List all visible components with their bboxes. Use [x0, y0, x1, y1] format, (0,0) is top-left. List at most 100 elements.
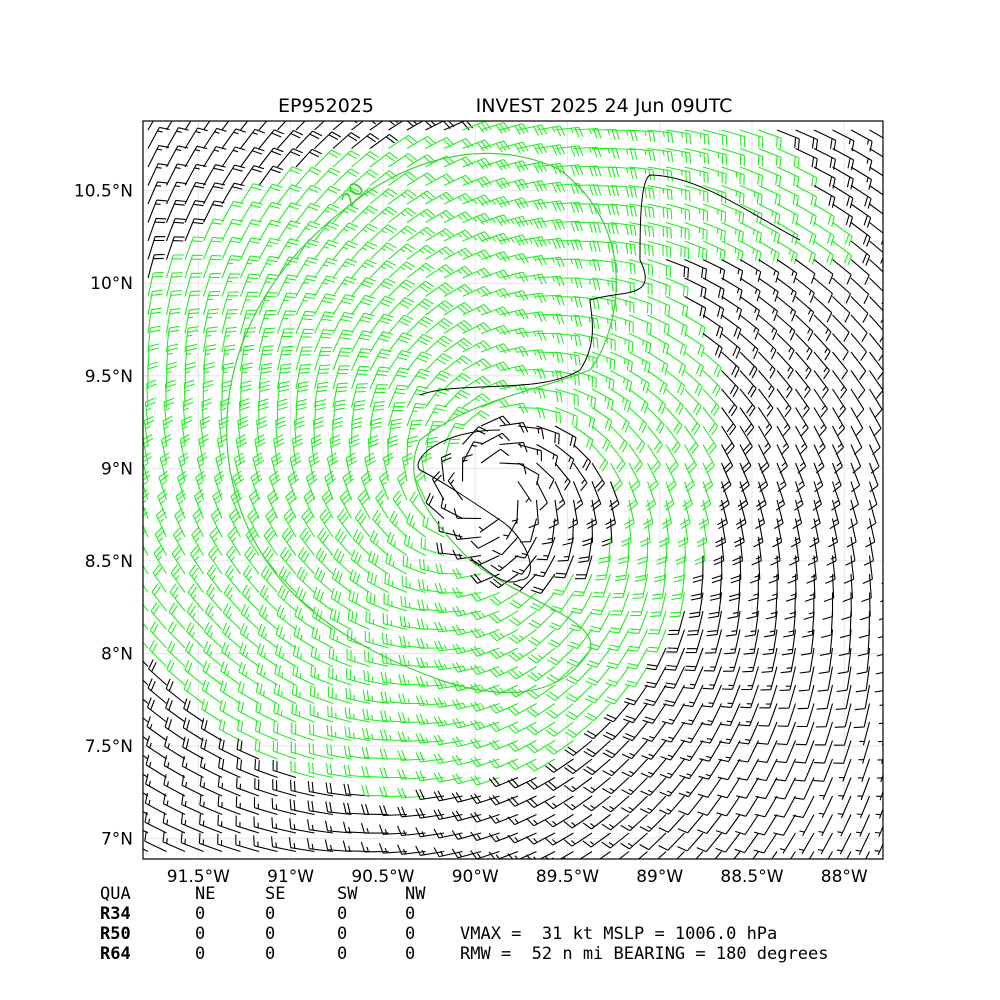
wind-barb	[314, 293, 337, 316]
wind-barb	[725, 610, 741, 637]
wind-barb	[758, 277, 779, 302]
wind-barb	[295, 346, 313, 371]
wind-barb	[326, 724, 352, 742]
wind-barb	[628, 258, 654, 276]
wind-barb	[798, 832, 815, 855]
wind-barb	[405, 512, 426, 538]
wind-barb	[696, 518, 708, 548]
wind-barb	[258, 183, 283, 205]
wind-barb	[425, 228, 455, 242]
wind-barb	[347, 609, 371, 631]
wind-barb	[548, 610, 574, 631]
wind-barb	[276, 398, 288, 426]
wind-barb	[813, 203, 835, 227]
wind-barb	[758, 185, 781, 206]
table-cell: 0	[337, 904, 347, 924]
wind-barb	[144, 811, 167, 834]
wind-barb	[425, 246, 455, 260]
wind-barb	[357, 489, 371, 519]
wind-barb	[221, 182, 245, 205]
wind-barb	[143, 470, 151, 501]
wind-barb	[628, 240, 654, 257]
wind-barb	[499, 441, 528, 453]
wind-barb	[345, 452, 358, 482]
table-header: SE	[265, 884, 285, 904]
wind-barb	[783, 610, 797, 638]
wind-barb	[684, 203, 708, 222]
wind-barb	[470, 811, 500, 823]
wind-barb	[147, 361, 159, 390]
wind-barb	[795, 370, 811, 399]
wind-barb	[775, 740, 797, 764]
wind-barb	[819, 629, 834, 656]
wind-barb	[346, 648, 371, 668]
table-cell: 0	[265, 924, 275, 944]
wind-barb	[753, 518, 764, 548]
wind-barb	[499, 422, 529, 433]
wind-barb	[601, 832, 630, 849]
wind-barb	[554, 555, 575, 579]
wind-barb	[351, 330, 374, 353]
wind-barb	[387, 402, 406, 427]
wind-barb	[307, 800, 334, 816]
wind-barb	[816, 684, 834, 710]
table-cell: 0	[337, 924, 347, 944]
wind-barb	[857, 629, 871, 657]
wind-barb	[332, 293, 356, 316]
wind-barb	[665, 314, 688, 337]
wind-barb	[554, 462, 571, 491]
wind-barb	[388, 121, 418, 131]
wind-barb	[489, 610, 519, 624]
wind-barb	[291, 434, 304, 464]
wind-barb	[721, 240, 744, 262]
wind-barb	[461, 454, 473, 482]
wind-barb	[363, 650, 389, 668]
wind-barb	[443, 319, 473, 334]
wind-barb	[563, 777, 593, 793]
wind-barb	[221, 200, 244, 223]
wind-barb	[647, 388, 667, 415]
wind-barb	[254, 720, 278, 742]
wind-barb	[420, 537, 445, 557]
wind-barb	[182, 717, 204, 741]
wind-barb	[184, 181, 207, 205]
wind-barb	[185, 621, 204, 649]
wind-barb	[526, 832, 556, 845]
wind-barb	[166, 181, 187, 205]
wind-barb	[813, 277, 833, 304]
x-tick-label: 88°W	[821, 867, 868, 887]
wind-barb	[184, 236, 204, 260]
wind-barb	[342, 470, 355, 501]
wind-barb	[166, 163, 188, 186]
wind-barb	[254, 434, 266, 464]
wind-barb	[273, 682, 297, 704]
wind-barb	[240, 146, 265, 168]
wind-barb	[536, 200, 566, 212]
wind-barb	[563, 795, 593, 811]
wind-barb	[665, 333, 687, 357]
wind-barb	[758, 407, 773, 436]
wind-barb	[888, 371, 901, 399]
wind-barb	[165, 697, 186, 723]
wind-barb	[591, 444, 609, 472]
wind-barb	[258, 273, 279, 297]
wind-barb	[702, 240, 726, 262]
wind-barb	[433, 640, 463, 652]
wind-barb	[802, 610, 815, 638]
wind-barb	[721, 203, 745, 224]
wind-barb	[587, 629, 611, 651]
wind-barb	[406, 244, 436, 260]
wind-barb	[277, 220, 301, 242]
wind-barb	[187, 583, 204, 612]
wind-barb	[858, 610, 871, 639]
wind-barb	[184, 659, 204, 686]
wind-barb	[291, 683, 315, 705]
wind-barb	[292, 644, 315, 667]
wind-barb	[401, 452, 413, 482]
wind-barb	[832, 370, 848, 399]
wind-barb	[351, 276, 377, 297]
wind-barb	[480, 232, 511, 245]
wind-barb	[706, 610, 723, 637]
wind-barb	[797, 684, 815, 710]
wind-barb	[720, 684, 741, 708]
